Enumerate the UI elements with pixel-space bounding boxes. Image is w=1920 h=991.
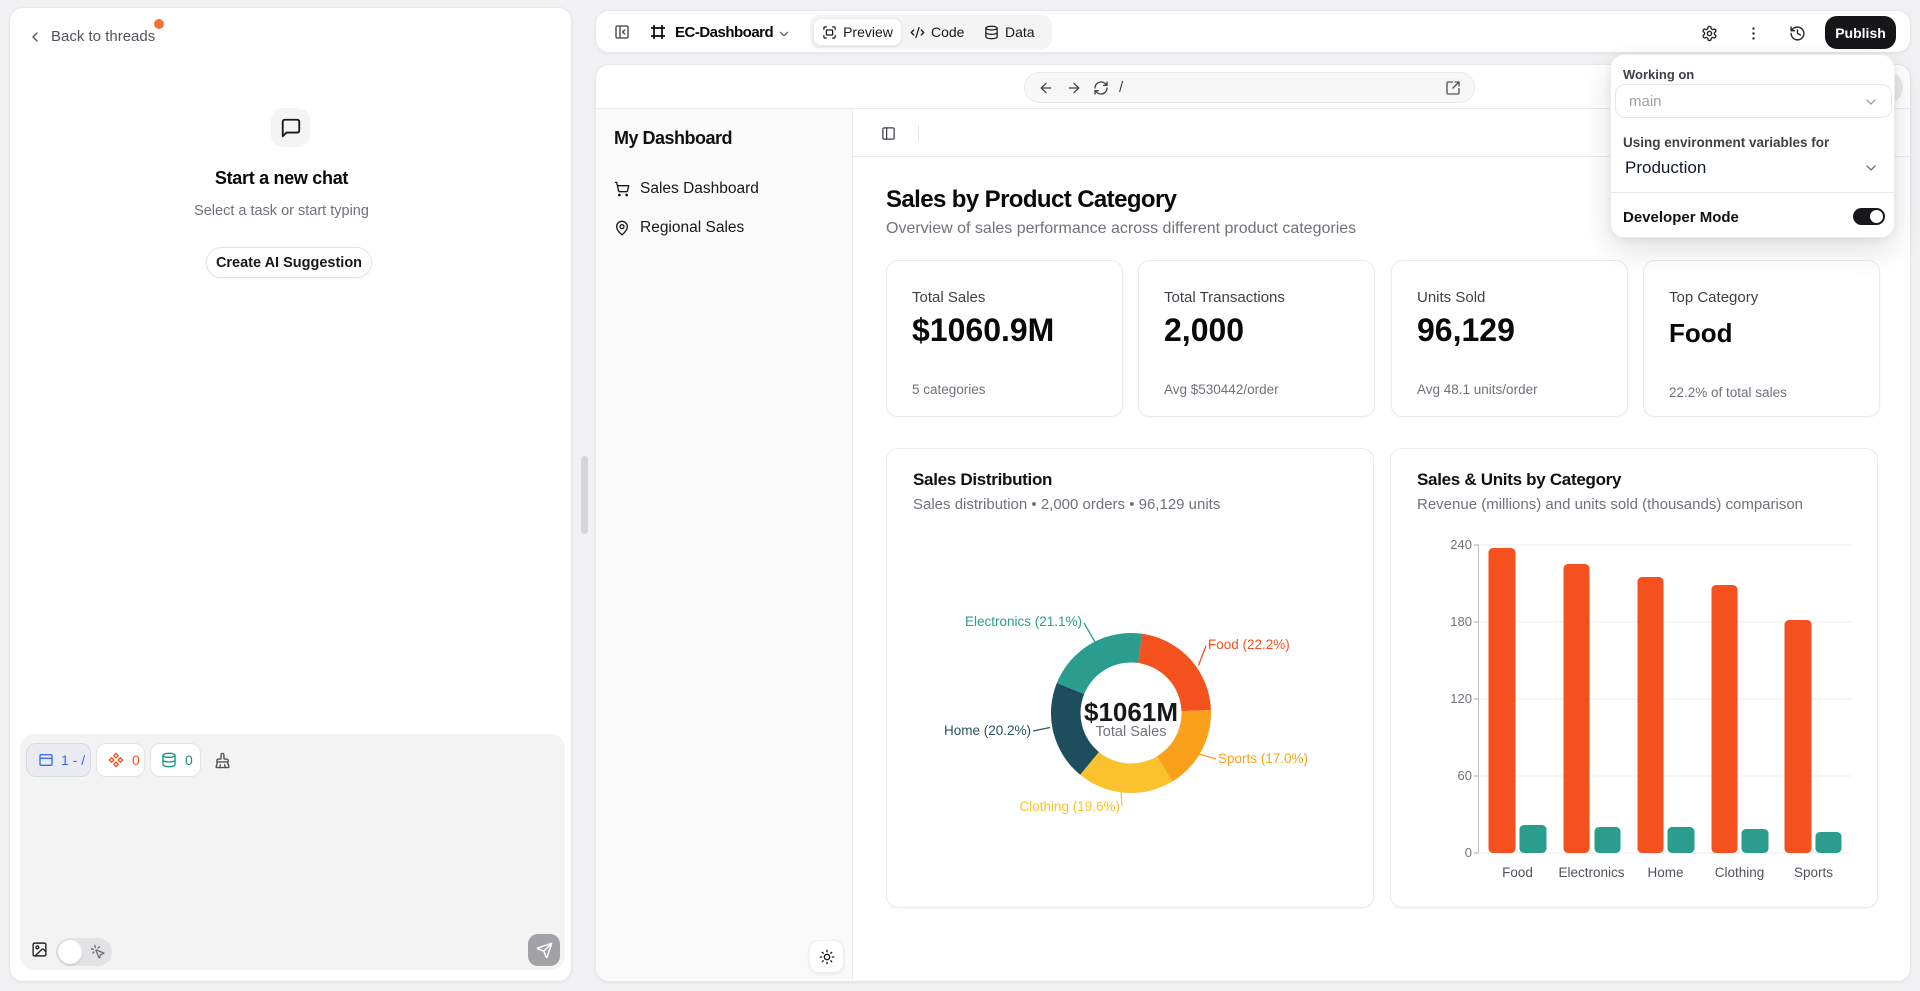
svg-text:0: 0 <box>1465 845 1472 860</box>
svg-text:Food (22.2%): Food (22.2%) <box>1208 637 1290 652</box>
svg-text:120: 120 <box>1450 691 1472 706</box>
svg-text:$1061M: $1061M <box>1084 697 1178 727</box>
svg-text:Clothing: Clothing <box>1715 865 1765 880</box>
svg-text:Home (20.2%): Home (20.2%) <box>944 723 1031 738</box>
svg-text:Electronics: Electronics <box>1558 865 1624 880</box>
svg-text:Home: Home <box>1647 865 1683 880</box>
svg-text:Electronics (21.1%): Electronics (21.1%) <box>965 614 1082 629</box>
svg-text:180: 180 <box>1450 614 1472 629</box>
svg-text:Sports (17.0%): Sports (17.0%) <box>1218 751 1308 766</box>
svg-text:Total Sales: Total Sales <box>1096 724 1167 740</box>
svg-text:240: 240 <box>1450 537 1472 552</box>
svg-text:Food: Food <box>1502 865 1533 880</box>
svg-text:60: 60 <box>1458 768 1472 783</box>
svg-text:Clothing (19.6%): Clothing (19.6%) <box>1019 799 1120 814</box>
svg-text:Sports: Sports <box>1794 865 1833 880</box>
